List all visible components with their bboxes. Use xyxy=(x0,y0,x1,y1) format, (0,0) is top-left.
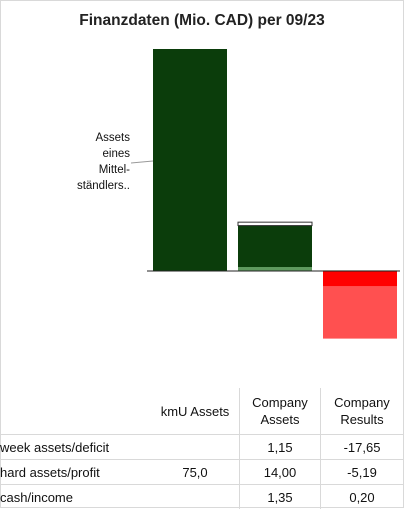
table-header-text: Company xyxy=(334,395,390,410)
bar-segment-cash-income xyxy=(238,267,312,271)
table-cell: -5,19 xyxy=(321,460,404,485)
table-header-row: kmU Assets Company Assets Company Result… xyxy=(0,388,403,435)
table-header-empty xyxy=(0,388,151,435)
table-cell: 14,00 xyxy=(240,460,321,485)
bar-segment-hard-assets-profit xyxy=(238,226,312,267)
annotation-leader-line xyxy=(131,161,153,163)
annotation-label: Assets eines Mittel- ständlers.. xyxy=(60,130,130,194)
bar-segment-hard-assets-profit xyxy=(153,49,227,271)
annotation-line: eines xyxy=(60,146,130,162)
bar-segment-week-assets-deficit xyxy=(323,286,397,338)
table-row: week assets/deficit 1,15 -17,65 xyxy=(0,435,403,460)
table-cell: -17,65 xyxy=(321,435,404,460)
bar-segment-hard-assets-profit xyxy=(323,271,397,286)
table-cell xyxy=(151,435,240,460)
table-header-company-assets: Company Assets xyxy=(240,388,321,435)
table-header-text: kmU Assets xyxy=(161,404,230,419)
table-header-text: Company xyxy=(252,395,308,410)
table-header-company-results: Company Results xyxy=(321,388,404,435)
bar-segment-week-assets-deficit xyxy=(238,222,312,225)
table-row: hard assets/profit 75,0 14,00 -5,19 xyxy=(0,460,403,485)
table-header-text: Results xyxy=(340,412,383,427)
table-cell: 1,15 xyxy=(240,435,321,460)
table-cell: 0,20 xyxy=(321,485,404,509)
table-header-text: Assets xyxy=(260,412,299,427)
annotation-line: Assets xyxy=(60,130,130,146)
row-label: cash/income xyxy=(0,485,151,509)
row-label: week assets/deficit xyxy=(0,435,151,460)
data-table: kmU Assets Company Assets Company Result… xyxy=(0,388,403,509)
row-label: hard assets/profit xyxy=(0,460,151,485)
table-cell: 1,35 xyxy=(240,485,321,509)
table-row: cash/income 1,35 0,20 xyxy=(0,485,403,509)
table-header-kmu-assets: kmU Assets xyxy=(151,388,240,435)
table-cell: 75,0 xyxy=(151,460,240,485)
table-cell xyxy=(151,485,240,509)
annotation-line: Mittel- xyxy=(60,162,130,178)
annotation-line: ständlers.. xyxy=(60,178,130,194)
